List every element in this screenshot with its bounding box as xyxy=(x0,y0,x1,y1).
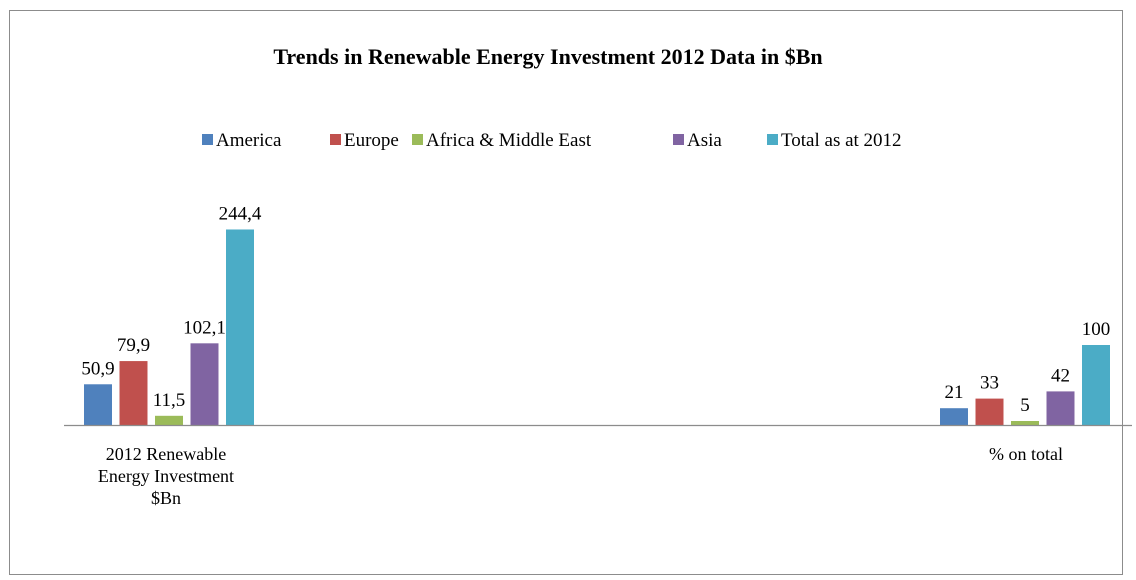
legend-swatch xyxy=(202,134,213,145)
chart-frame xyxy=(9,10,1123,575)
data-label: 79,9 xyxy=(117,335,150,356)
bar xyxy=(84,384,112,425)
bars: 50,979,9 11,5 102,1 244,4 21 33 5 42 100 xyxy=(81,203,1110,425)
data-label: 42 xyxy=(1051,365,1070,386)
category-label: % on total xyxy=(989,444,1063,464)
data-label: 33 xyxy=(980,373,999,394)
legend-swatch xyxy=(330,134,341,145)
legend-label: Europe xyxy=(344,130,399,151)
data-label: 244,4 xyxy=(219,203,262,224)
legend-label: Total as at 2012 xyxy=(781,130,902,151)
data-label: 100 xyxy=(1082,319,1111,340)
category-label: 2012 Renewable Energy Investment $Bn xyxy=(98,444,234,508)
legend-label: Africa & Middle East xyxy=(426,130,592,151)
legend-swatch xyxy=(412,134,423,145)
bar xyxy=(1011,421,1039,425)
data-label: 21 xyxy=(945,382,964,403)
bar xyxy=(1082,345,1110,425)
legend-swatch xyxy=(673,134,684,145)
data-label: 50,9 xyxy=(81,358,114,379)
data-label: 5 xyxy=(1020,395,1030,416)
legend-label: Asia xyxy=(687,130,722,151)
bar xyxy=(940,408,968,425)
data-label: 102,1 xyxy=(183,317,226,338)
legend-label: America xyxy=(216,130,282,151)
bar xyxy=(190,343,219,425)
data-label: 11,5 xyxy=(153,390,186,411)
bar xyxy=(155,415,183,425)
bar xyxy=(119,361,148,425)
legend: America Europe Africa & Middle East Asia Tot… xyxy=(202,130,902,151)
bar xyxy=(226,229,254,425)
bar xyxy=(975,398,1004,425)
chart-title: Trends in Renewable Energy Investment 20… xyxy=(273,44,822,69)
category-labels: 2012 Renewable Energy Investment $Bn % on t… xyxy=(98,444,1063,508)
legend-swatch xyxy=(767,134,778,145)
bar xyxy=(1046,391,1075,425)
